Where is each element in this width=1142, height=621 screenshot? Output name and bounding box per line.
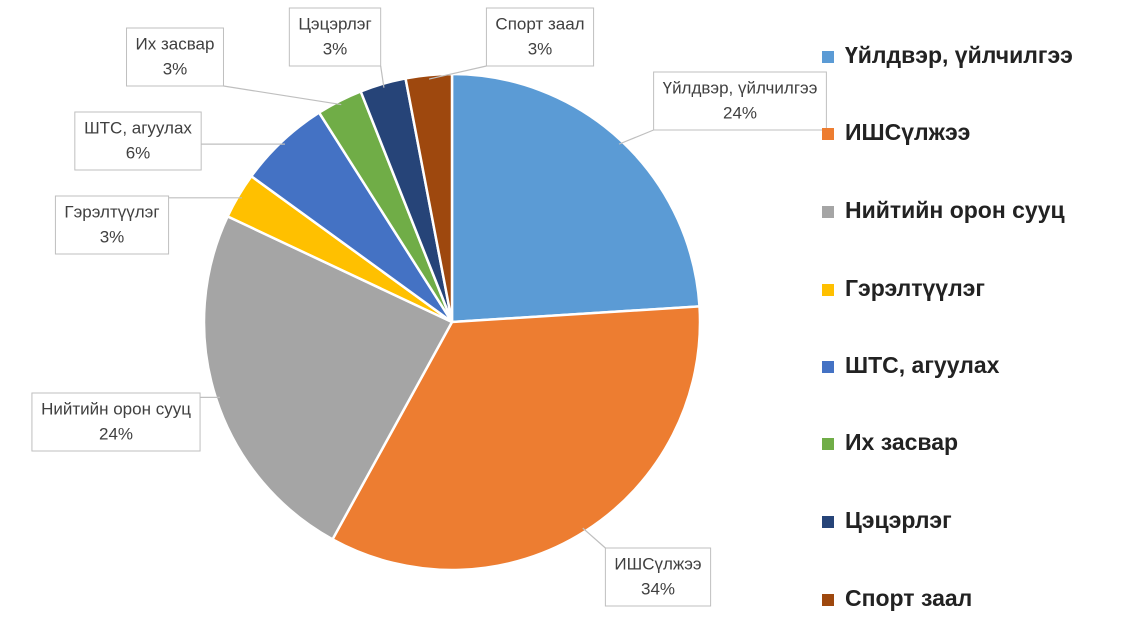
legend-label: ИШСүлжээ bbox=[845, 119, 970, 145]
legend-label: Үйлдвэр, үйлчилгээ bbox=[845, 42, 1073, 68]
pie-slice bbox=[450, 72, 701, 324]
label-box bbox=[604, 547, 712, 607]
leader-line bbox=[582, 527, 606, 549]
legend-swatch bbox=[822, 51, 834, 63]
data-label: Нийтийн орон сууц 24% bbox=[31, 392, 201, 452]
data-labels: Үйлдвэр, үйлчилгээ 24% ИШСүлжээ 34% Нийтийн … bbox=[31, 7, 827, 607]
leader-line bbox=[380, 65, 385, 88]
data-label: ИШСүлжээ 34% bbox=[604, 547, 712, 607]
label-value: 3% bbox=[528, 39, 553, 58]
legend-label: Их засвар bbox=[845, 429, 958, 455]
label-value: 3% bbox=[100, 227, 125, 246]
legend-label: ШТС, агуулах bbox=[845, 352, 1000, 378]
legend-swatch bbox=[822, 128, 834, 140]
legend-label: Гэрэлтүүлэг bbox=[845, 275, 985, 301]
legend-swatch bbox=[822, 206, 834, 218]
label-box bbox=[653, 71, 827, 131]
label-name: Гэрэлтүүлэг bbox=[64, 202, 159, 221]
label-box bbox=[74, 111, 202, 171]
legend-label: Цэцэрлэг bbox=[845, 507, 952, 533]
label-name: Үйлдвэр, үйлчилгээ bbox=[663, 78, 818, 97]
legend-swatch bbox=[822, 516, 834, 528]
legend-swatch bbox=[822, 594, 834, 606]
data-label: Гэрэлтүүлэг 3% bbox=[54, 195, 170, 255]
data-label: Үйлдвэр, үйлчилгээ 24% bbox=[653, 71, 827, 131]
label-box bbox=[485, 7, 595, 67]
label-name: Нийтийн орон сууц bbox=[41, 399, 191, 418]
label-value: 24% bbox=[99, 424, 133, 443]
label-name: ИШСүлжээ bbox=[614, 554, 701, 573]
label-name: Спорт заал bbox=[495, 14, 584, 33]
leader-line bbox=[223, 85, 342, 106]
data-label: Спорт заал 3% bbox=[485, 7, 595, 67]
label-name: ШТС, агуулах bbox=[84, 118, 192, 137]
label-value: 24% bbox=[723, 103, 757, 122]
legend-swatch bbox=[822, 361, 834, 373]
data-label: Их засвар 3% bbox=[126, 27, 224, 87]
leader-line bbox=[618, 129, 654, 145]
pie-slice bbox=[202, 214, 454, 542]
legend-label: Спорт заал bbox=[845, 585, 972, 611]
legend: Үйлдвэр, үйлчилгээ ИШСүлжээ Нийтийн орон с… bbox=[822, 42, 1073, 611]
label-value: 3% bbox=[323, 39, 348, 58]
label-box bbox=[31, 392, 201, 452]
data-label: Цэцэрлэг 3% bbox=[288, 7, 382, 67]
legend-label: Нийтийн орон сууц bbox=[845, 197, 1065, 223]
label-value: 34% bbox=[641, 579, 675, 598]
leader-line bbox=[428, 65, 487, 80]
label-value: 3% bbox=[163, 59, 188, 78]
label-name: Их засвар bbox=[136, 34, 215, 53]
data-label: ШТС, агуулах 6% bbox=[74, 111, 202, 171]
legend-swatch bbox=[822, 284, 834, 296]
label-value: 6% bbox=[126, 143, 151, 162]
label-box bbox=[54, 195, 170, 255]
label-box bbox=[126, 27, 224, 87]
legend-swatch bbox=[822, 438, 834, 450]
label-name: Цэцэрлэг bbox=[298, 14, 371, 33]
label-box bbox=[288, 7, 382, 67]
